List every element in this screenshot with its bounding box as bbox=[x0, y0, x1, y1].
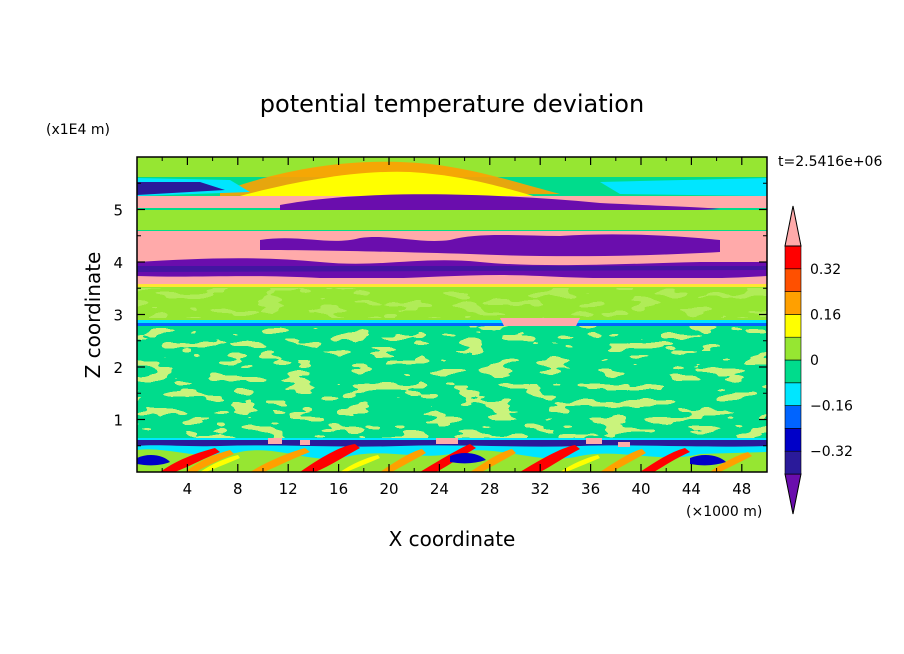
y-tick-label: 5 bbox=[113, 202, 123, 220]
plot-area bbox=[137, 157, 767, 472]
colorbar-extend-low bbox=[784, 473, 802, 515]
colorbar-segment bbox=[784, 336, 802, 361]
colorbar-segment bbox=[784, 405, 802, 429]
y-axis-unit: (x1E4 m) bbox=[46, 122, 110, 138]
blue-edge-a bbox=[137, 266, 767, 272]
blue-line-28km bbox=[137, 323, 767, 326]
x-tick-label: 48 bbox=[732, 480, 751, 498]
colorbar-tick-label: 0.16 bbox=[810, 307, 841, 323]
y-tick-label: 3 bbox=[113, 307, 123, 325]
y-axis-ticks: 1 2 3 4 5 bbox=[113, 182, 767, 447]
colorbar-tick-label: −0.16 bbox=[810, 399, 853, 415]
colorbar-segment bbox=[784, 359, 802, 384]
colorbar-tick-label: 0 bbox=[810, 353, 819, 369]
x-tick-label: 28 bbox=[480, 480, 499, 498]
blue-left-lens bbox=[137, 182, 225, 195]
colorbar-extend-high bbox=[784, 205, 802, 247]
x-tick-label: 4 bbox=[183, 480, 193, 498]
colorbar: 0.32 0.16 0 −0.16 −0.32 bbox=[784, 205, 853, 515]
colorbar-segment bbox=[784, 245, 802, 270]
colorbar-segment bbox=[784, 450, 802, 475]
purple-band-a bbox=[260, 234, 720, 257]
upper-stratosphere-layers bbox=[137, 157, 767, 230]
x-tick-label: 40 bbox=[631, 480, 650, 498]
x-tick-label: 8 bbox=[233, 480, 243, 498]
colorbar-tick-label: −0.32 bbox=[810, 444, 853, 460]
time-label: t=2.5416e+06 bbox=[778, 154, 882, 170]
mottled-upper-noise bbox=[137, 288, 767, 318]
yellow-arch bbox=[240, 171, 540, 198]
mixed-strip-38km bbox=[137, 278, 767, 284]
y-axis-label: Z coordinate bbox=[81, 252, 105, 379]
green-strip-45km bbox=[137, 210, 767, 230]
cyan-line-3km bbox=[137, 320, 767, 324]
y-tick-label: 1 bbox=[113, 412, 123, 430]
x-tick-label: 24 bbox=[430, 480, 449, 498]
troposphere-field bbox=[137, 288, 767, 438]
x-tick-label: 12 bbox=[279, 480, 298, 498]
colorbar-segment bbox=[784, 314, 802, 338]
x-tick-label: 20 bbox=[379, 480, 398, 498]
y-tick-label: 2 bbox=[113, 359, 123, 377]
colorbar-segment bbox=[784, 428, 802, 452]
mottled-green-noise bbox=[137, 326, 767, 438]
x-tick-label: 32 bbox=[531, 480, 550, 498]
cyan-right-lens bbox=[600, 178, 767, 196]
pink-patch-3km bbox=[500, 318, 580, 326]
chart-title: potential temperature deviation bbox=[260, 90, 644, 118]
bl-pink-specks bbox=[268, 438, 630, 447]
x-axis-label: X coordinate bbox=[389, 527, 516, 551]
y-tick-label: 4 bbox=[113, 254, 123, 272]
x-tick-label: 16 bbox=[329, 480, 348, 498]
x-axis-unit: (×1000 m) bbox=[686, 504, 762, 520]
boundary-layer bbox=[137, 438, 767, 472]
colorbar-tick-label: 0.32 bbox=[810, 262, 841, 278]
yellow-strip bbox=[137, 284, 767, 287]
bl-orange-streaks bbox=[185, 448, 752, 472]
x-tick-label: 36 bbox=[581, 480, 600, 498]
x-axis-ticks: 4 8 12 16 20 24 28 32 36 40 44 48 bbox=[161, 157, 751, 498]
x-tick-label: 44 bbox=[682, 480, 701, 498]
colorbar-segment bbox=[784, 268, 802, 292]
purple-lens-upper bbox=[280, 194, 720, 215]
colorbar-segment bbox=[784, 382, 802, 406]
colorbar-segment bbox=[784, 291, 802, 315]
